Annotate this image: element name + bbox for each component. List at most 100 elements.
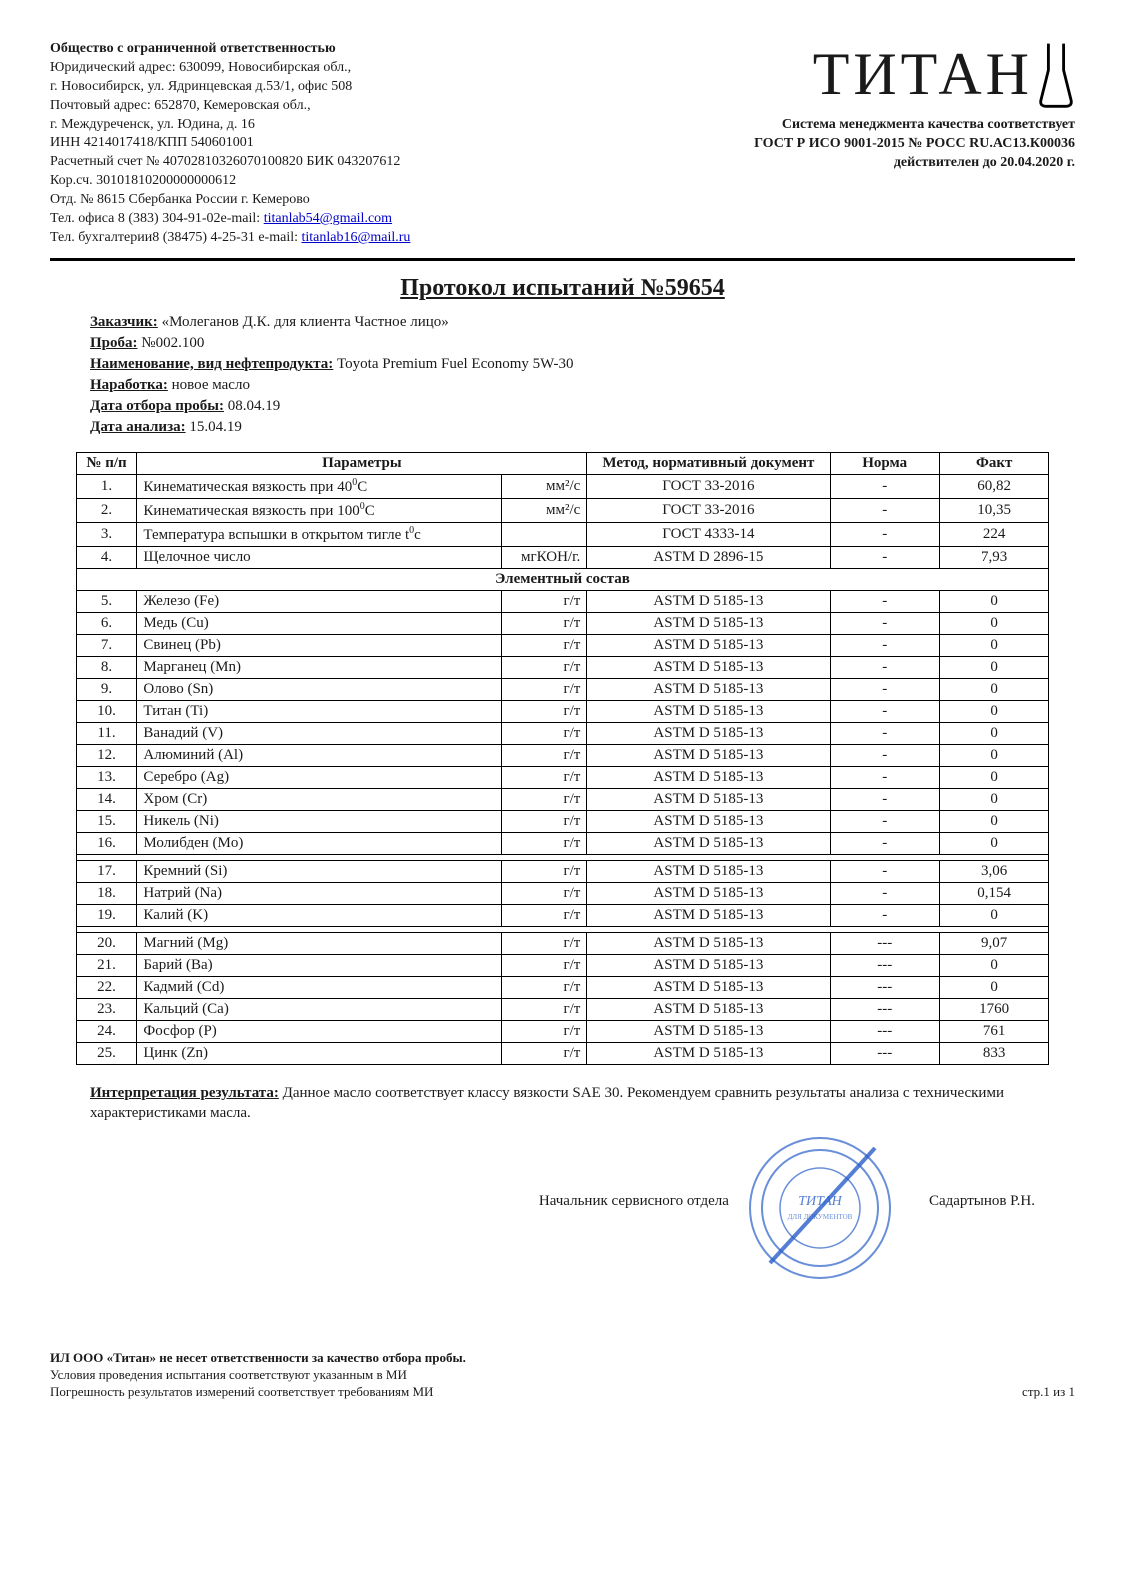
analysis-date-value: 15.04.19 <box>186 419 242 435</box>
table-row: 6.Медь (Cu)г/тASTM D 5185-13-0 <box>76 612 1049 634</box>
usage-value: новое масло <box>168 377 250 393</box>
cell-method: ASTM D 5185-13 <box>587 612 830 634</box>
cell-fact: 0 <box>939 954 1048 976</box>
usage-label: Наработка: <box>90 377 168 393</box>
cell-unit: мм²/с <box>502 498 587 522</box>
col-num: № п/п <box>76 452 137 474</box>
cell-param: Кадмий (Cd) <box>137 976 502 998</box>
signature-row: Начальник сервисного отдела Садартынов Р… <box>90 1193 1035 1210</box>
cell-param: Кинематическая вязкость при 1000С <box>137 498 502 522</box>
cell-num: 19. <box>76 904 137 926</box>
signature-name: Садартынов Р.Н. <box>929 1193 1035 1210</box>
footer: ИЛ ООО «Титан» не несет ответственности … <box>50 1350 1075 1401</box>
email-link-1[interactable]: titanlab54@gmail.com <box>264 211 392 226</box>
cell-method: ASTM D 5185-13 <box>587 634 830 656</box>
cell-param: Титан (Ti) <box>137 700 502 722</box>
cell-unit: г/т <box>502 744 587 766</box>
cell-fact: 9,07 <box>939 932 1048 954</box>
cell-norm: --- <box>830 1020 939 1042</box>
cell-num: 7. <box>76 634 137 656</box>
cell-num: 14. <box>76 788 137 810</box>
cell-num: 23. <box>76 998 137 1020</box>
cell-param: Серебро (Ag) <box>137 766 502 788</box>
table-row: 4.Щелочное числомгКОН/г.ASTM D 2896-15-7… <box>76 546 1049 568</box>
table-row: 3.Температура вспышки в открытом тигле t… <box>76 522 1049 546</box>
postal-addr-1: Почтовый адрес: 652870, Кемеровская обл.… <box>50 97 410 116</box>
table-row: 5.Железо (Fe)г/тASTM D 5185-13-0 <box>76 590 1049 612</box>
cell-unit: г/т <box>502 766 587 788</box>
product-value: Toyota Premium Fuel Economy 5W-30 <box>333 356 573 372</box>
cell-unit: мгКОН/г. <box>502 546 587 568</box>
cell-norm: --- <box>830 932 939 954</box>
interpretation-label: Интерпретация результата: <box>90 1085 279 1101</box>
cell-method: ASTM D 5185-13 <box>587 656 830 678</box>
cell-fact: 224 <box>939 522 1048 546</box>
table-row: 21.Барий (Ba)г/тASTM D 5185-13---0 <box>76 954 1049 976</box>
cell-num: 12. <box>76 744 137 766</box>
table-row: 22.Кадмий (Cd)г/тASTM D 5185-13---0 <box>76 976 1049 998</box>
tel-office: Тел. офиса 8 (383) 304-91-02e-mail: tita… <box>50 210 410 229</box>
dept: Отд. № 8615 Сбербанка России г. Кемерово <box>50 191 410 210</box>
col-fact: Факт <box>939 452 1048 474</box>
logo-block: ТИТАН Система менеджмента качества соотв… <box>754 40 1075 173</box>
cell-fact: 1760 <box>939 998 1048 1020</box>
cell-fact: 0 <box>939 722 1048 744</box>
email-link-2[interactable]: titanlab16@mail.ru <box>302 230 411 245</box>
cell-param: Никель (Ni) <box>137 810 502 832</box>
corr-account: Кор.сч. 30101810200000000612 <box>50 172 410 191</box>
cell-num: 21. <box>76 954 137 976</box>
cell-norm: - <box>830 590 939 612</box>
cell-method: ASTM D 5185-13 <box>587 976 830 998</box>
cell-unit: г/т <box>502 932 587 954</box>
cell-num: 17. <box>76 860 137 882</box>
cell-method: ASTM D 5185-13 <box>587 832 830 854</box>
col-params: Параметры <box>137 452 587 474</box>
cell-method: ASTM D 5185-13 <box>587 590 830 612</box>
sample-value: №002.100 <box>138 335 205 351</box>
cell-norm: --- <box>830 998 939 1020</box>
cell-param: Цинк (Zn) <box>137 1042 502 1064</box>
cell-num: 15. <box>76 810 137 832</box>
table-row: 7.Свинец (Pb)г/тASTM D 5185-13-0 <box>76 634 1049 656</box>
cell-param: Железо (Fe) <box>137 590 502 612</box>
customer-value: «Молеганов Д.К. для клиента Частное лицо… <box>158 314 449 330</box>
cell-method: ASTM D 5185-13 <box>587 744 830 766</box>
cell-method: ASTM D 2896-15 <box>587 546 830 568</box>
divider <box>50 258 1075 261</box>
cell-method: ASTM D 5185-13 <box>587 860 830 882</box>
table-row: 12.Алюминий (Al)г/тASTM D 5185-13-0 <box>76 744 1049 766</box>
cell-unit: г/т <box>502 810 587 832</box>
cell-norm: - <box>830 744 939 766</box>
table-row: 19.Калий (K)г/тASTM D 5185-13-0 <box>76 904 1049 926</box>
cell-unit: г/т <box>502 590 587 612</box>
cell-norm: - <box>830 700 939 722</box>
cell-method: ASTM D 5185-13 <box>587 722 830 744</box>
customer-label: Заказчик: <box>90 314 158 330</box>
table-row: 15.Никель (Ni)г/тASTM D 5185-13-0 <box>76 810 1049 832</box>
cell-param: Ванадий (V) <box>137 722 502 744</box>
table-row: 20.Магний (Mg)г/тASTM D 5185-13---9,07 <box>76 932 1049 954</box>
cell-num: 11. <box>76 722 137 744</box>
svg-text:ДЛЯ ДОКУМЕНТОВ: ДЛЯ ДОКУМЕНТОВ <box>788 1213 853 1221</box>
table-row: 23.Кальций (Ca)г/тASTM D 5185-13---1760 <box>76 998 1049 1020</box>
tel-accounting: Тел. бухгалтерии8 (38475) 4-25-31 e-mail… <box>50 229 410 248</box>
cell-method: ASTM D 5185-13 <box>587 1042 830 1064</box>
cell-param: Молибден (Mo) <box>137 832 502 854</box>
table-row: 10.Титан (Ti)г/тASTM D 5185-13-0 <box>76 700 1049 722</box>
cell-fact: 60,82 <box>939 474 1048 498</box>
cell-param: Натрий (Na) <box>137 882 502 904</box>
quality-text: Система менеджмента качества соответству… <box>754 116 1075 173</box>
cell-param: Хром (Cr) <box>137 788 502 810</box>
stamp-icon: ТИТАН ДЛЯ ДОКУМЕНТОВ <box>745 1133 895 1283</box>
cell-num: 8. <box>76 656 137 678</box>
cell-norm: - <box>830 810 939 832</box>
col-method: Метод, нормативный документ <box>587 452 830 474</box>
cell-method: ASTM D 5185-13 <box>587 1020 830 1042</box>
cell-fact: 7,93 <box>939 546 1048 568</box>
cell-num: 13. <box>76 766 137 788</box>
org-info: Общество с ограниченной ответственностью… <box>50 40 410 248</box>
cell-num: 6. <box>76 612 137 634</box>
table-row: 25.Цинк (Zn)г/тASTM D 5185-13---833 <box>76 1042 1049 1064</box>
cell-unit: г/т <box>502 998 587 1020</box>
table-row: 9.Олово (Sn)г/тASTM D 5185-13-0 <box>76 678 1049 700</box>
